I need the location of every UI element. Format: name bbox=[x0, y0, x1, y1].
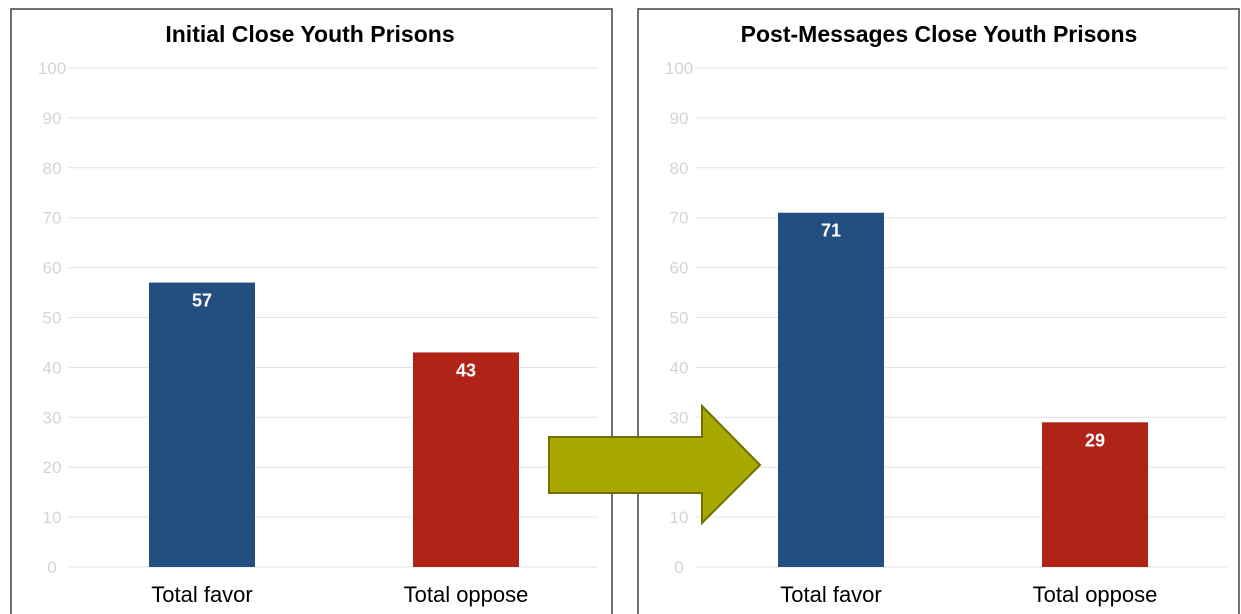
chart-title: Initial Close Youth Prisons bbox=[165, 21, 454, 47]
bar-favor bbox=[149, 282, 255, 567]
x-tick-label: Total favor bbox=[151, 582, 253, 607]
y-tick-label: 80 bbox=[670, 159, 689, 178]
data-label: 57 bbox=[192, 291, 212, 311]
y-tick-label: 0 bbox=[674, 558, 683, 577]
data-label: 71 bbox=[821, 221, 841, 241]
y-tick-label: 70 bbox=[670, 209, 689, 228]
x-tick-label: Total oppose bbox=[404, 582, 529, 607]
y-tick-label: 40 bbox=[670, 358, 689, 377]
y-tick-label: 60 bbox=[43, 259, 62, 278]
y-tick-label: 10 bbox=[670, 508, 689, 527]
bar-oppose bbox=[413, 352, 519, 567]
y-tick-label: 50 bbox=[670, 309, 689, 328]
chart-panel-post-messages: Post-Messages Close Youth Prisons 010203… bbox=[637, 8, 1240, 614]
y-tick-label: 90 bbox=[43, 109, 62, 128]
chart-frame bbox=[10, 8, 613, 614]
bar-favor bbox=[778, 212, 884, 567]
transition-overlay bbox=[548, 403, 762, 526]
data-label: 43 bbox=[456, 360, 476, 380]
chart-panel-initial: Initial Close Youth Prisons 0 10 20 30 40 50 6… bbox=[10, 8, 613, 614]
chart-title: Post-Messages Close Youth Prisons bbox=[741, 21, 1138, 47]
y-tick-label: 70 bbox=[43, 209, 62, 228]
y-tick-label: 30 bbox=[43, 408, 62, 427]
y-tick-label: 0 bbox=[47, 558, 56, 577]
y-tick-label: 100 bbox=[665, 59, 693, 78]
y-tick-label: 50 bbox=[43, 309, 62, 328]
bar-oppose bbox=[1042, 422, 1148, 567]
y-tick-label: 40 bbox=[43, 358, 62, 377]
x-tick-label: Total favor bbox=[780, 582, 882, 607]
y-tick-label: 80 bbox=[43, 159, 62, 178]
y-tick-label: 20 bbox=[43, 458, 62, 477]
y-tick-label: 60 bbox=[670, 259, 689, 278]
right-arrow-icon bbox=[548, 403, 762, 526]
y-tick-label: 100 bbox=[38, 59, 66, 78]
x-tick-label: Total oppose bbox=[1033, 582, 1158, 607]
data-label: 29 bbox=[1085, 430, 1105, 450]
chart-frame bbox=[637, 8, 1240, 614]
y-tick-label: 10 bbox=[43, 508, 62, 527]
y-tick-label: 90 bbox=[670, 109, 689, 128]
y-tick-label: 30 bbox=[670, 408, 689, 427]
